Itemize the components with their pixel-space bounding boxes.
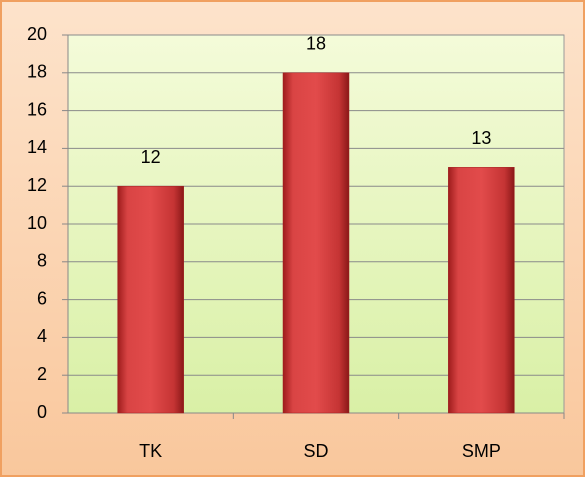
bar bbox=[448, 167, 515, 414]
bar bbox=[282, 72, 350, 414]
x-tick-label: SD bbox=[303, 441, 328, 461]
data-label: 13 bbox=[471, 128, 491, 148]
y-tick-label: 4 bbox=[37, 326, 47, 346]
y-tick-label: 8 bbox=[37, 251, 47, 271]
x-tick-label: SMP bbox=[462, 441, 501, 461]
y-tick-label: 16 bbox=[27, 99, 47, 119]
bar bbox=[117, 185, 184, 414]
y-tick-label: 6 bbox=[37, 288, 47, 308]
y-tick-label: 2 bbox=[37, 364, 47, 384]
x-tick-label: TK bbox=[139, 441, 162, 461]
y-tick-label: 14 bbox=[27, 137, 47, 157]
y-tick-label: 18 bbox=[27, 62, 47, 82]
data-label: 18 bbox=[306, 34, 326, 54]
y-tick-label: 20 bbox=[27, 24, 47, 44]
y-tick-label: 12 bbox=[27, 175, 47, 195]
y-tick-label: 0 bbox=[37, 402, 47, 422]
data-label: 12 bbox=[141, 147, 161, 167]
y-tick-label: 10 bbox=[27, 213, 47, 233]
